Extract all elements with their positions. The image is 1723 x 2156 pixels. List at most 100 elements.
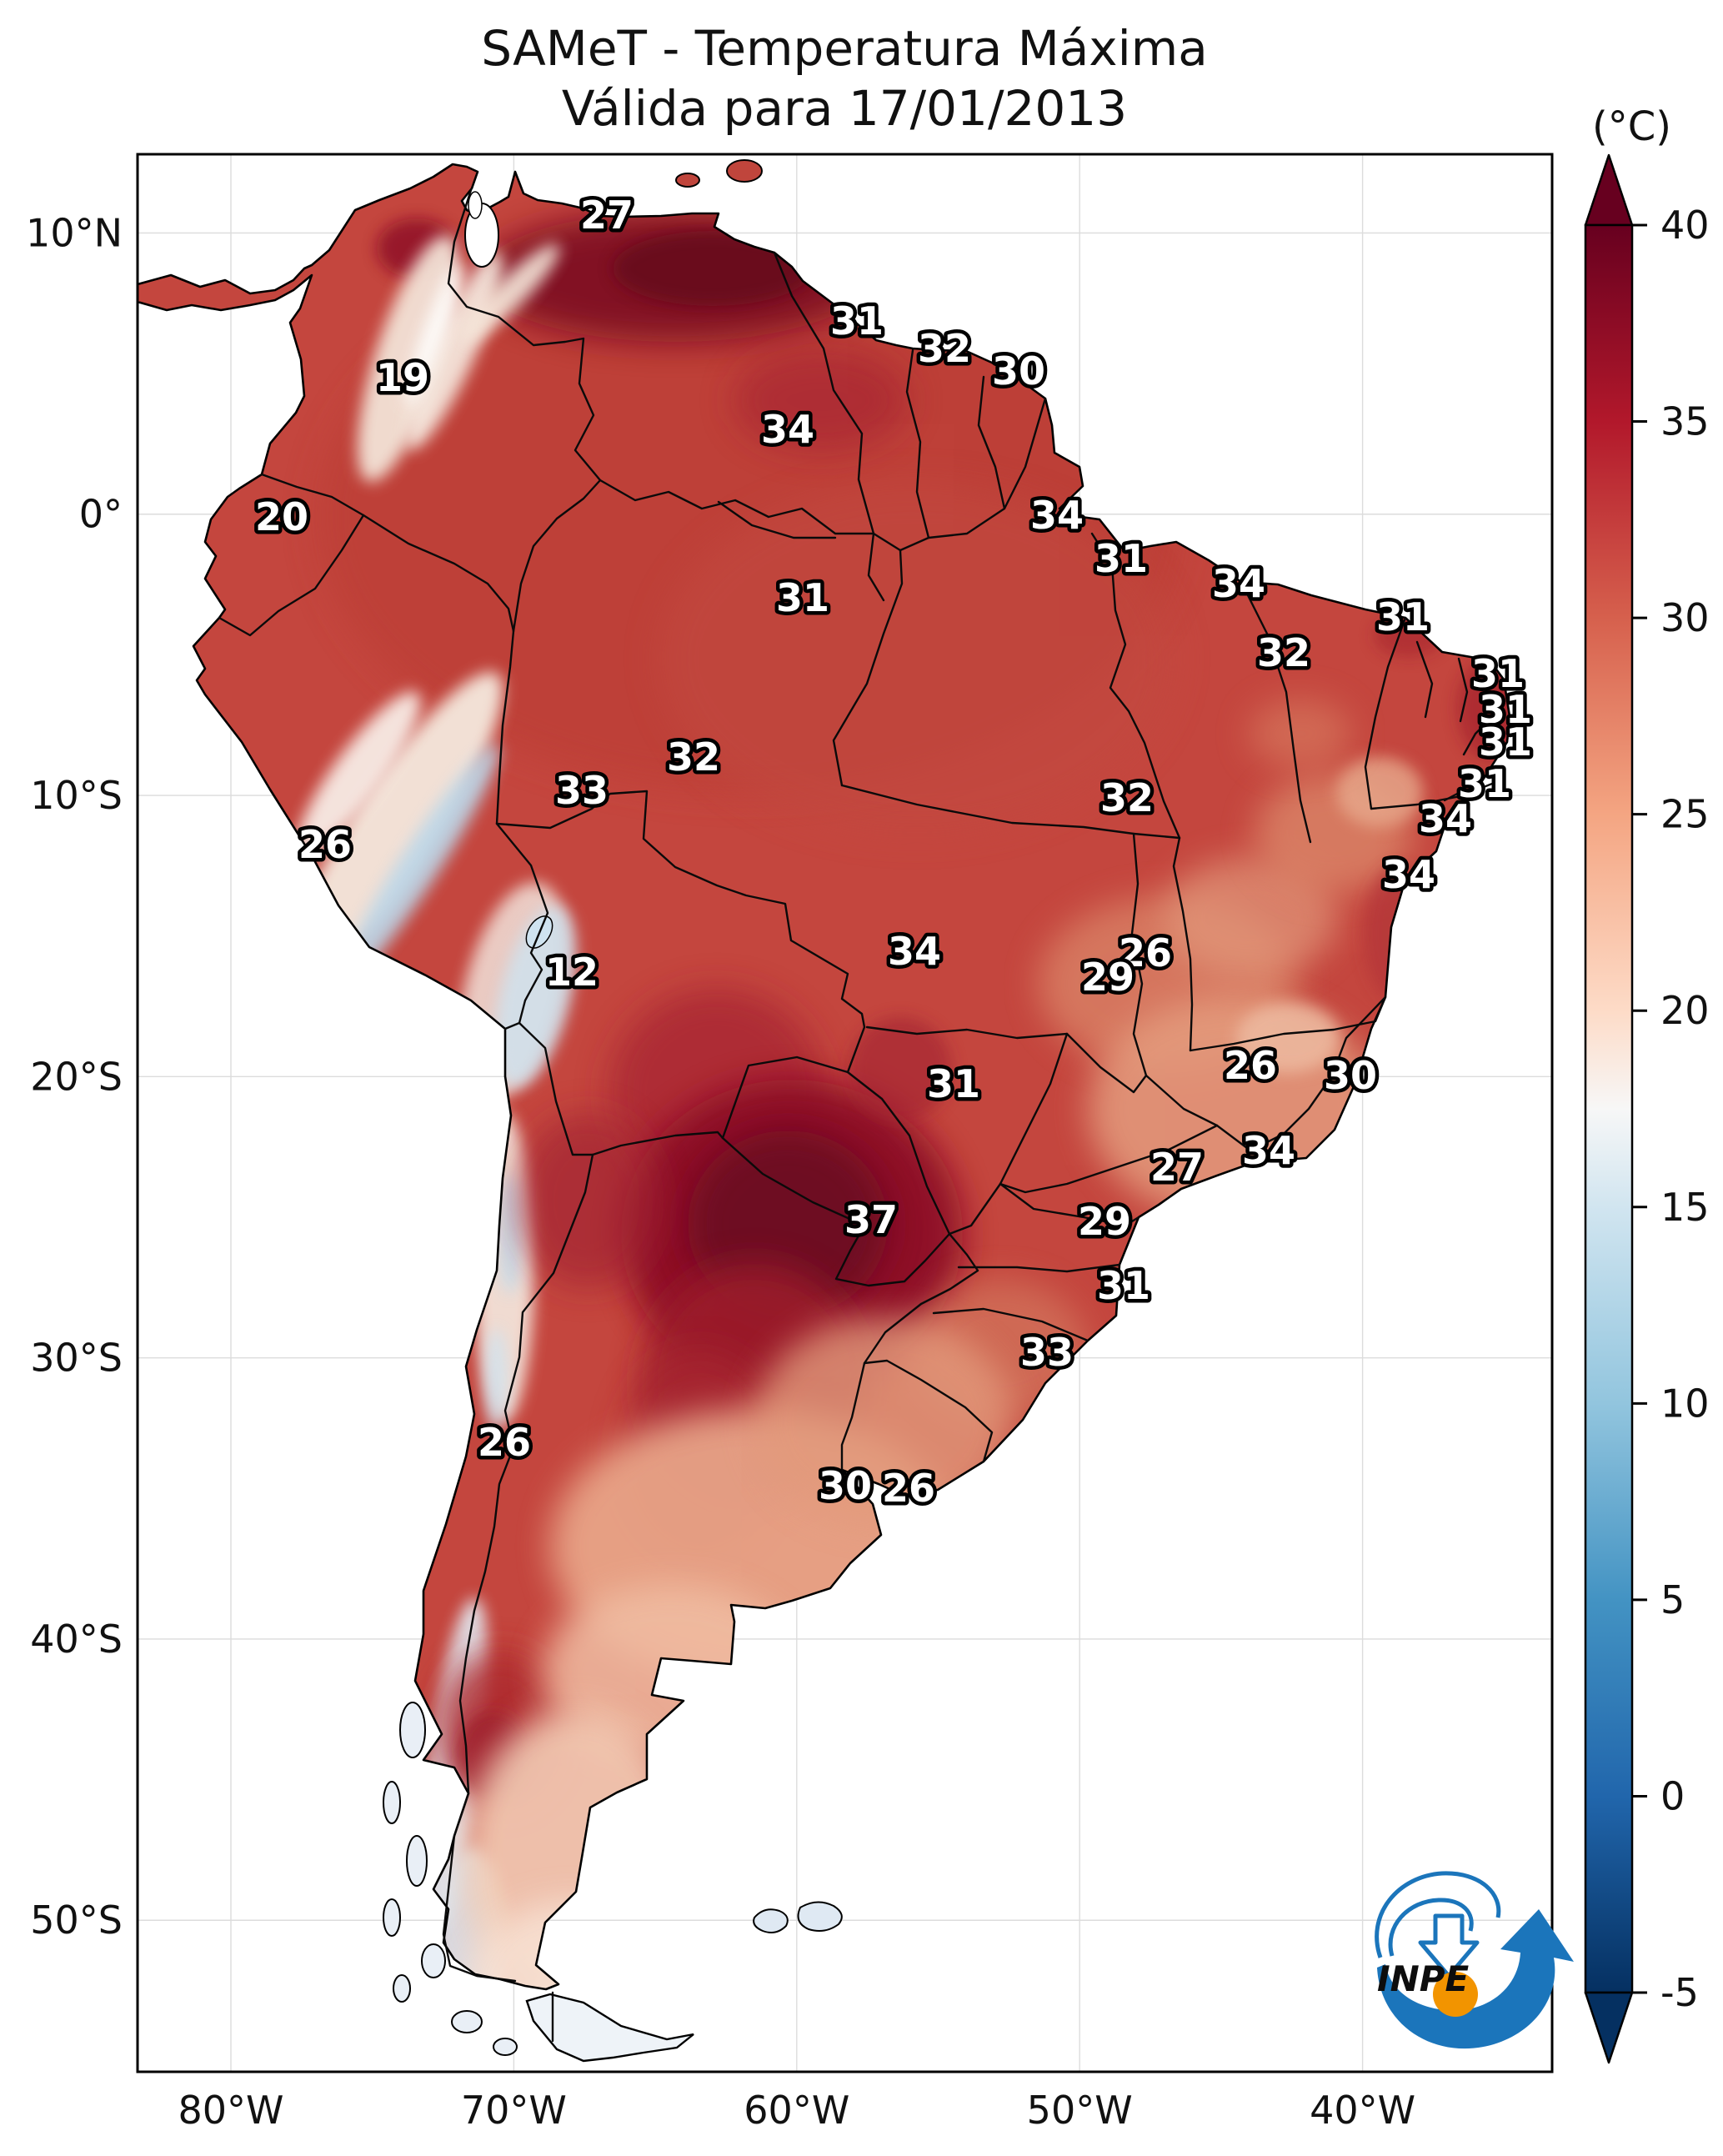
temp-label: 31 bbox=[776, 575, 829, 620]
temp-label: 26 bbox=[298, 822, 352, 867]
state-border-minas-saopaulo bbox=[999, 1124, 1219, 1194]
temp-label: 26 bbox=[478, 1420, 531, 1465]
border-paraguay-brazil bbox=[846, 1070, 951, 1236]
temp-label: 31 bbox=[1458, 761, 1511, 806]
border-argentina-uruguay bbox=[840, 1302, 923, 1472]
colorbar-tick-label: -5 bbox=[1660, 1970, 1699, 2015]
temp-label: 29 bbox=[1078, 1199, 1131, 1244]
colorbar-over-arrow bbox=[1584, 153, 1634, 227]
latitude-axis-labels: 10°N 0° 10°S 20°S 30°S 40°S 50°S bbox=[26, 210, 123, 1943]
temp-label: 26 bbox=[1224, 1043, 1277, 1088]
falkland-east-island bbox=[797, 1901, 843, 1932]
temp-label: 34 bbox=[761, 407, 814, 452]
temp-label: 30 bbox=[1324, 1053, 1377, 1098]
inpe-logo-text: INPE bbox=[1377, 1958, 1470, 1999]
temp-label: 30 bbox=[819, 1463, 872, 1508]
latitude-tick-label: 30°S bbox=[30, 1336, 123, 1381]
temp-label: 33 bbox=[1020, 1330, 1074, 1375]
state-border-bahia-minas bbox=[1189, 995, 1387, 1052]
chilean-fjord-island bbox=[406, 1835, 428, 1887]
state-border-amazonas-para bbox=[832, 549, 904, 787]
inpe-logo-orange-dot bbox=[1433, 1972, 1478, 2017]
temp-label: 31 bbox=[1097, 1263, 1150, 1308]
longitude-axis-labels: 80°W 70°W 60°W 50°W 40°W bbox=[178, 2088, 1415, 2133]
temp-label: 27 bbox=[1150, 1145, 1204, 1190]
latitude-tick-label: 10°S bbox=[30, 773, 123, 818]
temp-label: 32 bbox=[918, 326, 971, 371]
tierra-del-fuego bbox=[525, 1993, 694, 2063]
colorbar-under-arrow bbox=[1584, 1991, 1634, 2064]
temp-label: 34 bbox=[1212, 561, 1265, 606]
state-border-tocantins-west bbox=[1130, 832, 1148, 1077]
border-venezuela-guyana bbox=[773, 251, 885, 602]
temp-label: 34 bbox=[888, 929, 941, 974]
temp-label: 31 bbox=[927, 1061, 980, 1106]
border-paraguay-argentina bbox=[721, 1136, 951, 1287]
inpe-logo: INPE bbox=[1375, 1871, 1574, 2049]
temp-label: 31 bbox=[1471, 651, 1525, 696]
colorbar-tick-label: 20 bbox=[1660, 988, 1710, 1033]
political-borders bbox=[218, 188, 1494, 2043]
border-chile-peru-bolivia bbox=[503, 1021, 594, 1156]
temp-label: 34 bbox=[1030, 493, 1084, 538]
state-border-piaui-ceara bbox=[1364, 616, 1407, 810]
border-chile-argentina bbox=[442, 1153, 594, 1983]
temp-label: 37 bbox=[844, 1197, 898, 1242]
longitude-tick-label: 40°W bbox=[1310, 2088, 1415, 2133]
border-peru-bolivia bbox=[495, 822, 549, 1025]
trinidad-island bbox=[726, 159, 763, 183]
state-border-matogrosso-ms bbox=[865, 1025, 1069, 1040]
temp-label: 31 bbox=[1376, 594, 1430, 639]
fuegian-islet bbox=[493, 2038, 518, 2056]
border-venezuela-brazil bbox=[599, 479, 875, 535]
state-border-tocantins-east bbox=[1172, 836, 1194, 1052]
state-border-minas-es-rio bbox=[1215, 995, 1387, 1152]
state-border-saopaulo-parana bbox=[999, 1182, 1140, 1227]
colorbar-unit-label: (°C) bbox=[1592, 103, 1671, 150]
chilean-fjord-island bbox=[383, 1781, 401, 1824]
border-peru-brazil bbox=[495, 629, 515, 825]
temp-label: 34 bbox=[1382, 852, 1435, 897]
fuegian-islet bbox=[451, 2010, 483, 2033]
colorbar-tick-label: 0 bbox=[1660, 1773, 1685, 1818]
longitude-tick-label: 70°W bbox=[461, 2088, 567, 2133]
temp-label: 20 bbox=[255, 494, 308, 539]
border-uruguay-brazil bbox=[863, 1359, 994, 1463]
temp-label: 32 bbox=[1100, 775, 1154, 820]
latitude-tick-label: 50°S bbox=[30, 1898, 123, 1943]
border-argentina-brazil bbox=[919, 1232, 979, 1306]
temp-label: 31 bbox=[1479, 720, 1532, 765]
south-america-landmass bbox=[138, 163, 1511, 1991]
chiloe-island bbox=[399, 1702, 426, 1758]
inpe-logo-swoosh-arrow bbox=[1377, 1909, 1574, 2049]
colorbar-ticks: 40 35 30 25 20 15 10 5 0 -5 bbox=[1632, 203, 1710, 2015]
chilean-fjord-island bbox=[393, 1974, 411, 2003]
map-frame bbox=[136, 153, 1554, 2073]
colorbar-bar bbox=[1584, 223, 1634, 1994]
temp-label: 12 bbox=[545, 950, 599, 995]
inpe-logo-orbit-inner bbox=[1388, 1898, 1474, 1957]
state-border-matogrosso-north bbox=[840, 784, 1181, 840]
colorbar-tick-label: 25 bbox=[1660, 792, 1710, 837]
margarita-island bbox=[675, 173, 700, 188]
chilean-fjord-island bbox=[421, 1943, 446, 1978]
border-ecuador-peru bbox=[218, 514, 365, 637]
figure-title-line2: Válida para 17/01/2013 bbox=[562, 80, 1127, 137]
temperature-field-shading bbox=[277, 212, 1510, 1989]
temp-label: 30 bbox=[992, 348, 1045, 394]
islands bbox=[383, 159, 843, 2063]
temp-label: 31 bbox=[830, 298, 884, 343]
lake-maracaibo-strait bbox=[468, 191, 483, 219]
latitude-tick-label: 10°N bbox=[26, 210, 123, 255]
state-border-para-maranhao bbox=[1090, 532, 1181, 840]
state-border-maranhao-piaui bbox=[1240, 580, 1312, 844]
temp-label: 26 bbox=[1119, 930, 1172, 975]
border-colombia-peru bbox=[362, 514, 515, 633]
colorbar-tick-label: 35 bbox=[1660, 399, 1710, 444]
temp-label: 34 bbox=[1419, 796, 1472, 841]
temp-label: 19 bbox=[376, 355, 429, 400]
inpe-logo-orbit-outer bbox=[1375, 1871, 1501, 1958]
state-border-ne-coastal bbox=[1415, 640, 1494, 802]
